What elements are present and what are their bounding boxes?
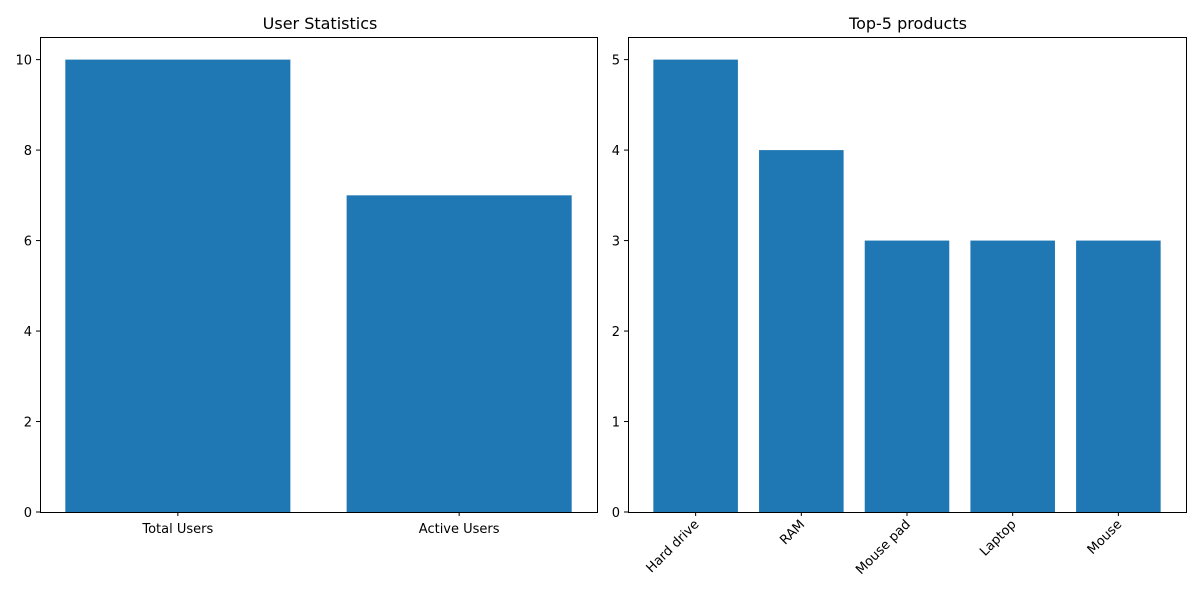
bar-total-users xyxy=(65,59,291,513)
y-tick-label: 1 xyxy=(612,416,620,431)
y-tick-label: 4 xyxy=(612,144,620,159)
chart-title: Top-5 products xyxy=(848,14,967,33)
x-tick-label: Active Users xyxy=(419,522,500,537)
bar-ram xyxy=(759,150,844,512)
bar-laptop xyxy=(970,240,1055,512)
y-tick-label: 2 xyxy=(612,325,620,340)
y-tick-label: 6 xyxy=(24,235,32,250)
y-tick-label: 3 xyxy=(612,235,620,250)
y-tick-label: 5 xyxy=(612,54,620,69)
x-tick-label: Total Users xyxy=(141,522,213,537)
bars-group xyxy=(653,59,1161,513)
bars-group xyxy=(65,59,572,513)
y-tick-label: 2 xyxy=(24,416,32,431)
bar-active-users xyxy=(346,195,572,512)
y-tick-label: 8 xyxy=(24,144,32,159)
bar-mouse xyxy=(1076,240,1161,512)
bar-hard-drive xyxy=(653,59,738,513)
chart-user-statistics: User Statistics 0 2 4 6 8 10 Total Users Activ… xyxy=(15,14,598,537)
y-tick-label: 0 xyxy=(612,506,620,521)
y-tick-label: 0 xyxy=(24,506,32,521)
y-axis: 0 1 2 3 4 5 xyxy=(612,54,628,521)
y-tick-label: 10 xyxy=(15,54,32,69)
x-axis: Total Users Active Users xyxy=(141,512,500,537)
y-axis: 0 2 4 6 8 10 xyxy=(15,54,40,521)
y-tick-label: 4 xyxy=(24,325,32,340)
bar-mouse-pad xyxy=(864,240,950,512)
chart-title: User Statistics xyxy=(263,14,378,33)
axes-frame xyxy=(40,37,598,513)
